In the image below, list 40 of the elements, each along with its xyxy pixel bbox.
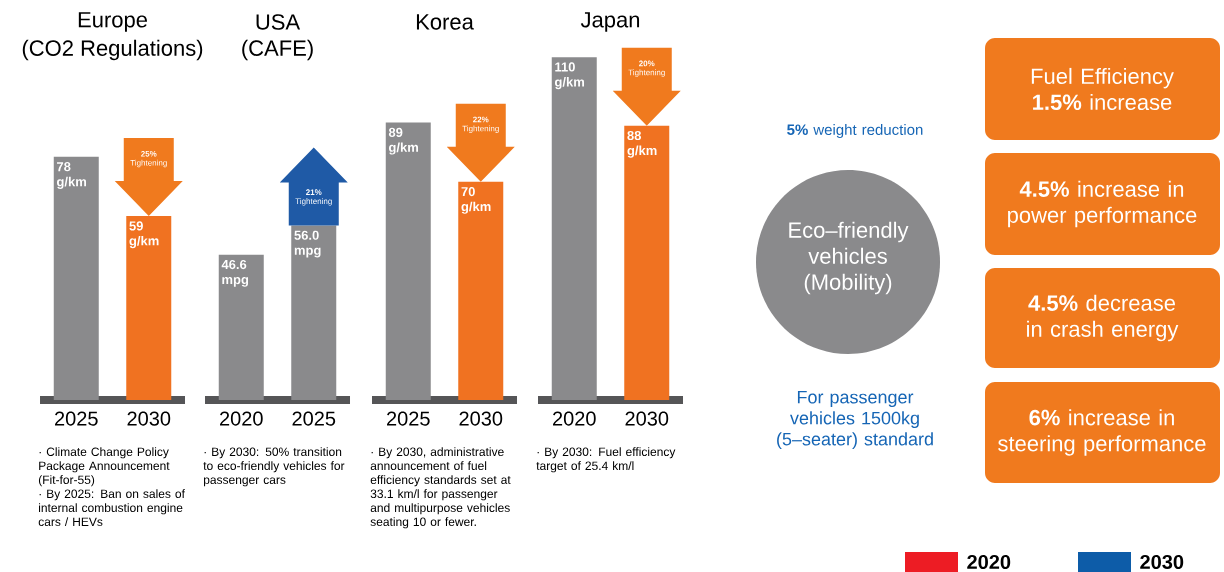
annotation: 22% Tightening xyxy=(462,116,499,133)
chart-title: USA xyxy=(256,14,301,30)
data-label: 46.6 mpg xyxy=(221,259,249,287)
data-label: 89 g/km xyxy=(388,127,418,155)
x-tick-label: 2030 xyxy=(127,411,171,426)
text: Fuel Efficiency 1.5% increase xyxy=(1031,67,1174,111)
legend-label: 2030 xyxy=(1140,554,1184,570)
text: · By 2030, administrative announcement of fuel efficiency standards set at 33.1 km/l for passenger and multipurpose vehicles seating 10 or fewer. xyxy=(370,447,511,529)
data-label: 78 g/km xyxy=(56,162,86,189)
annotation: 20% Tightening xyxy=(628,60,665,77)
data-label: 56.0 mpg xyxy=(294,230,321,258)
data-label: 59 g/km xyxy=(129,221,159,249)
chart-subtitle: (CO2 Regulations) xyxy=(22,39,203,61)
text: · By 2025: Ban on sales of internal combustion engine cars / HEVs xyxy=(38,489,185,526)
text: 6% increase in steering performance xyxy=(998,409,1206,456)
text: · Climate Change Policy Package Announcement (Fit-for-55) xyxy=(38,447,170,487)
chart-subtitle: (CAFE) xyxy=(242,39,313,61)
text: · By 2030: Fuel efficiency target of 25.4 km/l xyxy=(536,447,676,473)
data-label: 70 g/km xyxy=(461,187,491,214)
x-tick-label: 2025 xyxy=(387,411,430,426)
text: 21% Tightening xyxy=(295,189,332,206)
text: Eco–friendly vehicles (Mobility) xyxy=(789,221,909,295)
data-label: 88 g/km xyxy=(627,130,657,158)
x-tick-label: 2020 xyxy=(553,411,596,426)
chart-title: Japan xyxy=(580,12,640,32)
x-tick-label: 2025 xyxy=(55,411,98,426)
legend-label: 2020 xyxy=(967,554,1011,570)
chart-title: Europe xyxy=(78,12,147,32)
x-tick-label: 2020 xyxy=(220,411,263,426)
text: For passenger vehicles 1500kg (5–seater) standard xyxy=(777,390,933,450)
x-tick-label: 2030 xyxy=(625,411,669,426)
chart-title: Korea xyxy=(416,14,474,30)
data-label: 110 g/km xyxy=(554,62,584,90)
text: 4.5% decrease in crash energy xyxy=(1027,294,1179,342)
x-tick-label: 2025 xyxy=(292,411,336,426)
annotation: 25% Tightening xyxy=(130,150,167,168)
text: · By 2030: 50% transition to eco-friendly vehicles for passenger cars xyxy=(203,447,345,487)
text: 5% weight reduction xyxy=(787,124,923,138)
text: 4.5% increase in power performance xyxy=(1008,180,1197,228)
x-tick-label: 2030 xyxy=(459,411,503,426)
